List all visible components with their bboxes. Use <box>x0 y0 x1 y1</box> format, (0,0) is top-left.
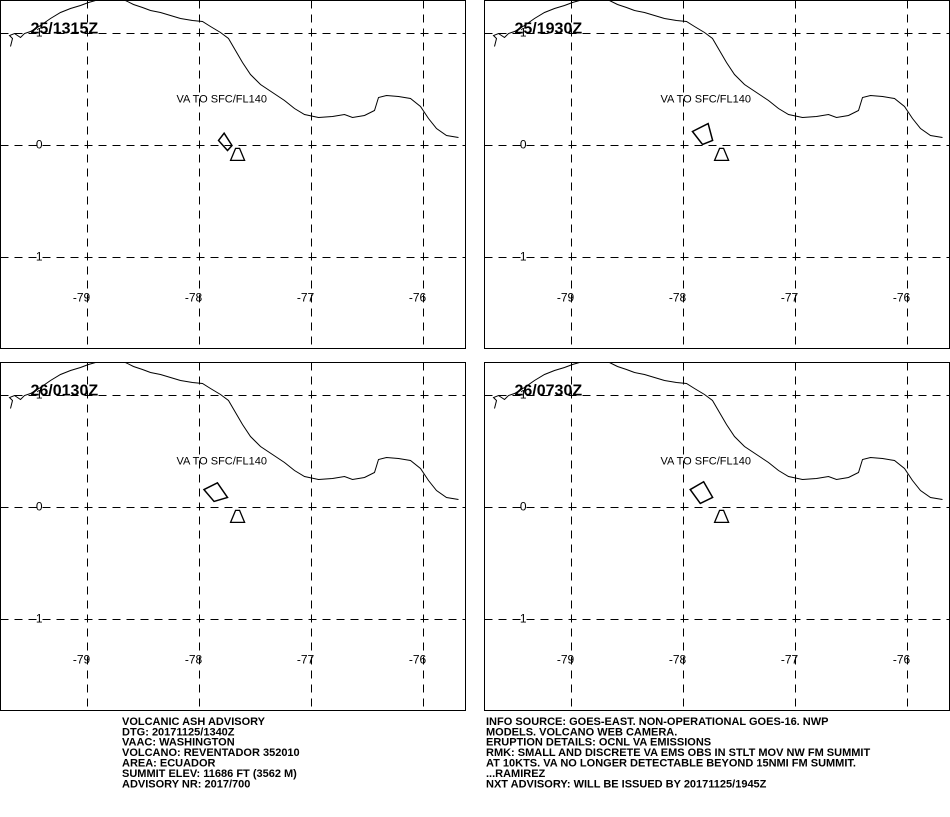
lon-label: -79 <box>73 653 91 667</box>
advisory-line: VOLCANIC ASH ADVISORY <box>122 716 266 728</box>
ash-polygon <box>691 122 714 146</box>
lat-label: 1 <box>36 388 43 402</box>
lon-label: -76 <box>409 291 427 305</box>
advisory-line: ADVISORY NR: 2017/700 <box>122 778 250 790</box>
map-panel: -79 -78 -77 -76 1 0 -1 26/0730Z VA TO SFC/FL140 <box>484 362 950 711</box>
lon-label: -77 <box>781 291 799 305</box>
ash-polygon <box>689 480 714 505</box>
advisory-line: VOLCANO: REVENTADOR 352010 <box>122 747 300 759</box>
panel-frame <box>0 0 466 349</box>
panel-frame <box>0 362 466 711</box>
advisory-line: VAAC: WASHINGTON <box>122 737 235 749</box>
ash-polygon <box>217 131 233 152</box>
advisory-line: INFO SOURCE: GOES-EAST. NON-OPERATIONAL … <box>486 716 828 728</box>
lon-label: -78 <box>185 653 203 667</box>
valid-time: 26/0130Z <box>31 383 99 400</box>
advisory-line: MODELS. VOLCANO WEB CAMERA. <box>486 726 677 738</box>
lon-label: -79 <box>557 653 575 667</box>
lon-label: -79 <box>557 291 575 305</box>
lat-label: 0 <box>36 138 43 152</box>
map-panel: -79 -78 -77 -76 1 0 -1 25/1315Z VA TO SFC/FL140 <box>0 0 466 349</box>
volcano-symbol <box>229 509 246 523</box>
volcano-symbol <box>229 147 246 161</box>
advisory-line: AREA: ECUADOR <box>122 758 216 770</box>
advisory-line: AT 10KTS. VA NO LONGER DETECTABLE BEYOND… <box>486 758 856 770</box>
lat-label: 1 <box>36 26 43 40</box>
lat-label: 0 <box>520 500 527 514</box>
valid-time: 25/1930Z <box>515 21 583 38</box>
lat-label: -1 <box>516 250 527 264</box>
ash-polygon <box>202 481 229 503</box>
lat-label: 0 <box>36 500 43 514</box>
lon-label: -78 <box>669 291 687 305</box>
ash-annotation: VA TO SFC/FL140 <box>661 93 752 105</box>
lat-label: 0 <box>520 138 527 152</box>
advisory-line: NXT ADVISORY: WILL BE ISSUED BY 20171125… <box>486 778 767 790</box>
lon-label: -76 <box>409 653 427 667</box>
ash-annotation: VA TO SFC/FL140 <box>661 455 752 467</box>
ash-annotation: VA TO SFC/FL140 <box>177 93 268 105</box>
panel-frame <box>484 362 950 711</box>
lon-label: -78 <box>669 653 687 667</box>
volcano-symbol <box>713 509 730 523</box>
lon-label: -77 <box>297 291 315 305</box>
lat-label: -1 <box>516 612 527 626</box>
advisory-line: ERUPTION DETAILS: OCNL VA EMISSIONS <box>486 737 711 749</box>
map-panel: -79 -78 -77 -76 1 0 -1 26/0130Z VA TO SFC/FL140 <box>0 362 466 711</box>
lat-label: -1 <box>32 250 43 264</box>
ash-annotation: VA TO SFC/FL140 <box>177 455 268 467</box>
lon-label: -77 <box>297 653 315 667</box>
valid-time: 25/1315Z <box>31 21 99 38</box>
advisory-line: RMK: SMALL AND DISCRETE VA EMS OBS IN ST… <box>486 747 870 759</box>
lon-label: -76 <box>893 291 911 305</box>
lat-label: 1 <box>520 26 527 40</box>
lon-label: -77 <box>781 653 799 667</box>
lon-label: -76 <box>893 653 911 667</box>
advisory-line: SUMMIT ELEV: 11686 FT (3562 M) <box>122 768 297 780</box>
advisory-line: DTG: 20171125/1340Z <box>122 726 235 738</box>
lon-label: -79 <box>73 291 91 305</box>
valid-time: 26/0730Z <box>515 383 583 400</box>
panel-frame <box>484 0 950 349</box>
advisory-line: ...RAMIREZ <box>486 768 546 780</box>
volcano-symbol <box>713 147 730 161</box>
lat-label: -1 <box>32 612 43 626</box>
lon-label: -78 <box>185 291 203 305</box>
map-panel: -79 -78 -77 -76 1 0 -1 25/1930Z VA TO SFC/FL140 <box>484 0 950 349</box>
lat-label: 1 <box>520 388 527 402</box>
